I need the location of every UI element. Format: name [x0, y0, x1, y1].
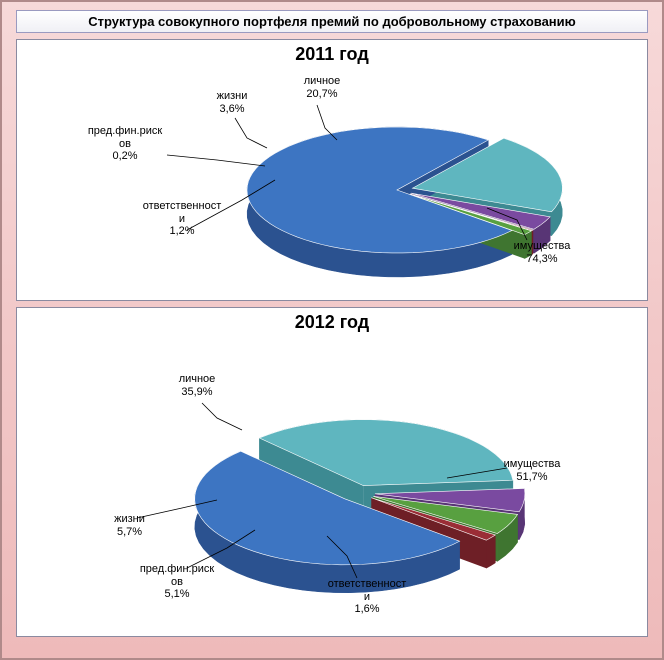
- page-title-banner: Структура совокупного портфеля премий по…: [16, 10, 648, 33]
- page-title-text: Структура совокупного портфеля премий по…: [88, 14, 576, 29]
- page-root: Структура совокупного портфеля премий по…: [0, 0, 664, 660]
- chart-box-2011: 2011 год личное 20,7% жизни 3,6% пред.фи…: [16, 39, 648, 301]
- leader-lines-2012: [17, 308, 647, 636]
- chart-box-2012: 2012 год личное 35,9% жизни 5,7% пред.фи…: [16, 307, 648, 637]
- leader-lines-2011: [17, 40, 647, 300]
